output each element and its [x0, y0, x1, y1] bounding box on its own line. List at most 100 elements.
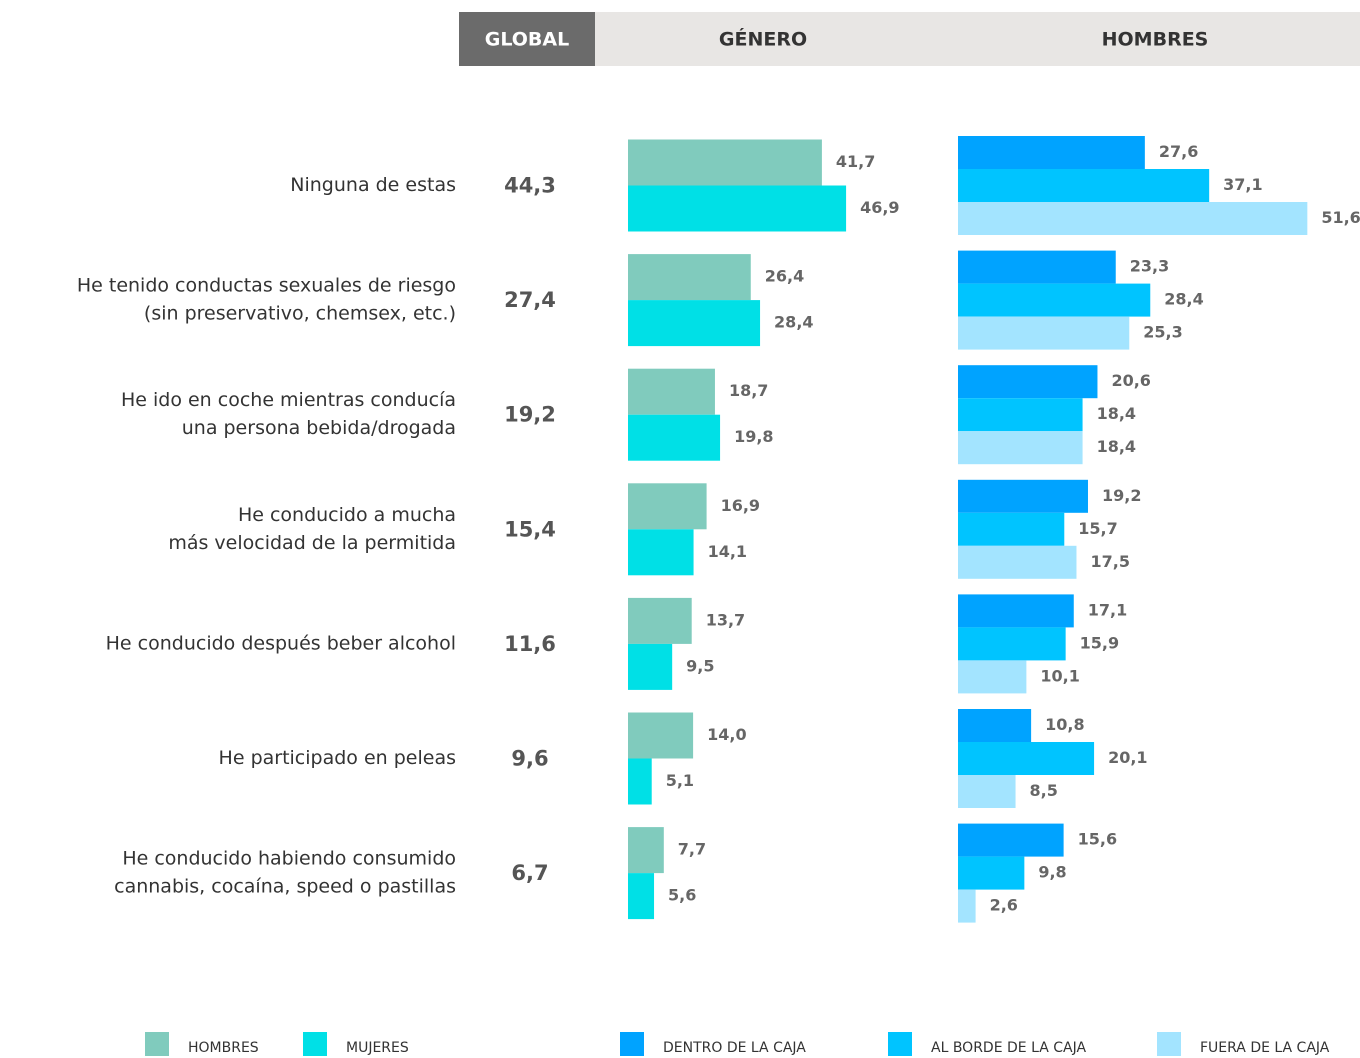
global-value: 9,6 [511, 747, 548, 771]
bar [628, 139, 822, 186]
category-label: cannabis, cocaína, speed o pastillas [114, 876, 456, 898]
legend-label: HOMBRES [188, 1040, 259, 1056]
bar [628, 827, 664, 874]
bar [958, 889, 976, 923]
category-label: He ido en coche mientras conducía [121, 389, 456, 411]
bar [958, 823, 1064, 857]
legend-label: MUJERES [346, 1040, 409, 1056]
bar [628, 597, 692, 644]
bar [958, 136, 1145, 169]
header-bar [595, 12, 1360, 66]
value-label: 51,6 [1321, 208, 1360, 227]
bar [958, 202, 1308, 235]
global-value: 6,7 [511, 861, 548, 885]
value-label: 13,7 [706, 610, 745, 629]
bar [628, 873, 655, 920]
value-label: 37,1 [1223, 175, 1262, 194]
category-label: He participado en peleas [219, 747, 456, 769]
bar [958, 250, 1116, 284]
value-label: 15,6 [1078, 830, 1117, 849]
value-label: 20,1 [1108, 748, 1147, 767]
header-title: GLOBAL [485, 29, 569, 51]
global-value: 44,3 [504, 174, 556, 198]
value-label: 5,6 [668, 886, 696, 905]
bar [958, 169, 1210, 202]
value-label: 7,7 [678, 840, 706, 859]
bar [958, 283, 1151, 317]
value-label: 23,3 [1130, 257, 1169, 276]
bar [628, 758, 652, 805]
bar [628, 483, 707, 530]
legend-swatch [1157, 1032, 1181, 1056]
category-label: una persona bebida/drogada [182, 417, 456, 439]
value-label: 28,4 [774, 313, 813, 332]
value-label: 28,4 [1164, 290, 1203, 309]
bar [958, 594, 1074, 628]
bar [958, 627, 1066, 661]
legend-label: DENTRO DE LA CAJA [663, 1040, 806, 1056]
legend-swatch [888, 1032, 912, 1056]
value-label: 41,7 [836, 152, 875, 171]
value-label: 18,7 [729, 381, 768, 400]
bar [958, 856, 1025, 890]
value-label: 19,2 [1102, 486, 1141, 505]
value-label: 10,1 [1040, 666, 1079, 685]
bar [958, 431, 1083, 465]
category-label: He conducido a mucha [238, 504, 456, 526]
bar [958, 365, 1098, 399]
bar [958, 660, 1027, 694]
bar [958, 479, 1088, 513]
category-label: He conducido después beber alcohol [106, 632, 456, 654]
bar [628, 529, 694, 576]
bar [958, 709, 1032, 742]
legend-swatch [620, 1032, 644, 1056]
legend-swatch [303, 1032, 327, 1056]
value-label: 17,1 [1088, 600, 1127, 619]
value-label: 16,9 [721, 496, 760, 515]
category-label: más velocidad de la permitida [168, 532, 456, 554]
value-label: 27,6 [1159, 142, 1198, 161]
value-label: 18,4 [1097, 404, 1136, 423]
value-label: 20,6 [1111, 371, 1150, 390]
value-label: 26,4 [765, 267, 804, 286]
value-label: 19,8 [734, 427, 773, 446]
value-label: 10,8 [1045, 715, 1084, 734]
header-title: GÉNERO [719, 28, 807, 51]
value-label: 14,0 [707, 725, 746, 744]
bar [958, 545, 1077, 579]
bar [628, 712, 694, 759]
category-label: (sin preservativo, chemsex, etc.) [144, 303, 456, 325]
category-label: He tenido conductas sexuales de riesgo [77, 275, 456, 297]
legend-label: AL BORDE DE LA CAJA [931, 1040, 1086, 1056]
category-label: Ninguna de estas [290, 174, 456, 196]
value-label: 25,3 [1143, 323, 1182, 342]
bar [628, 185, 847, 232]
value-label: 18,4 [1097, 437, 1136, 456]
bar [958, 398, 1083, 432]
global-value: 15,4 [504, 517, 556, 541]
bar [628, 254, 751, 301]
value-label: 9,5 [686, 656, 714, 675]
header-title: HOMBRES [1102, 29, 1209, 51]
bar [958, 775, 1016, 808]
value-label: 15,7 [1078, 519, 1117, 538]
value-label: 17,5 [1090, 552, 1129, 571]
global-value: 11,6 [504, 632, 556, 656]
value-label: 2,6 [990, 896, 1018, 915]
category-label: He conducido habiendo consumido [122, 848, 456, 870]
value-label: 5,1 [666, 771, 694, 790]
bar [628, 368, 715, 415]
global-value: 19,2 [504, 403, 556, 427]
global-value: 27,4 [504, 288, 556, 312]
value-label: 46,9 [860, 198, 899, 217]
value-label: 8,5 [1030, 781, 1058, 800]
bar [628, 414, 721, 461]
bar [958, 512, 1065, 546]
legend-swatch [145, 1032, 169, 1056]
bar [958, 742, 1095, 775]
value-label: 14,1 [708, 542, 747, 561]
bar [958, 316, 1130, 350]
value-label: 15,9 [1080, 633, 1119, 652]
value-label: 9,8 [1038, 863, 1066, 882]
